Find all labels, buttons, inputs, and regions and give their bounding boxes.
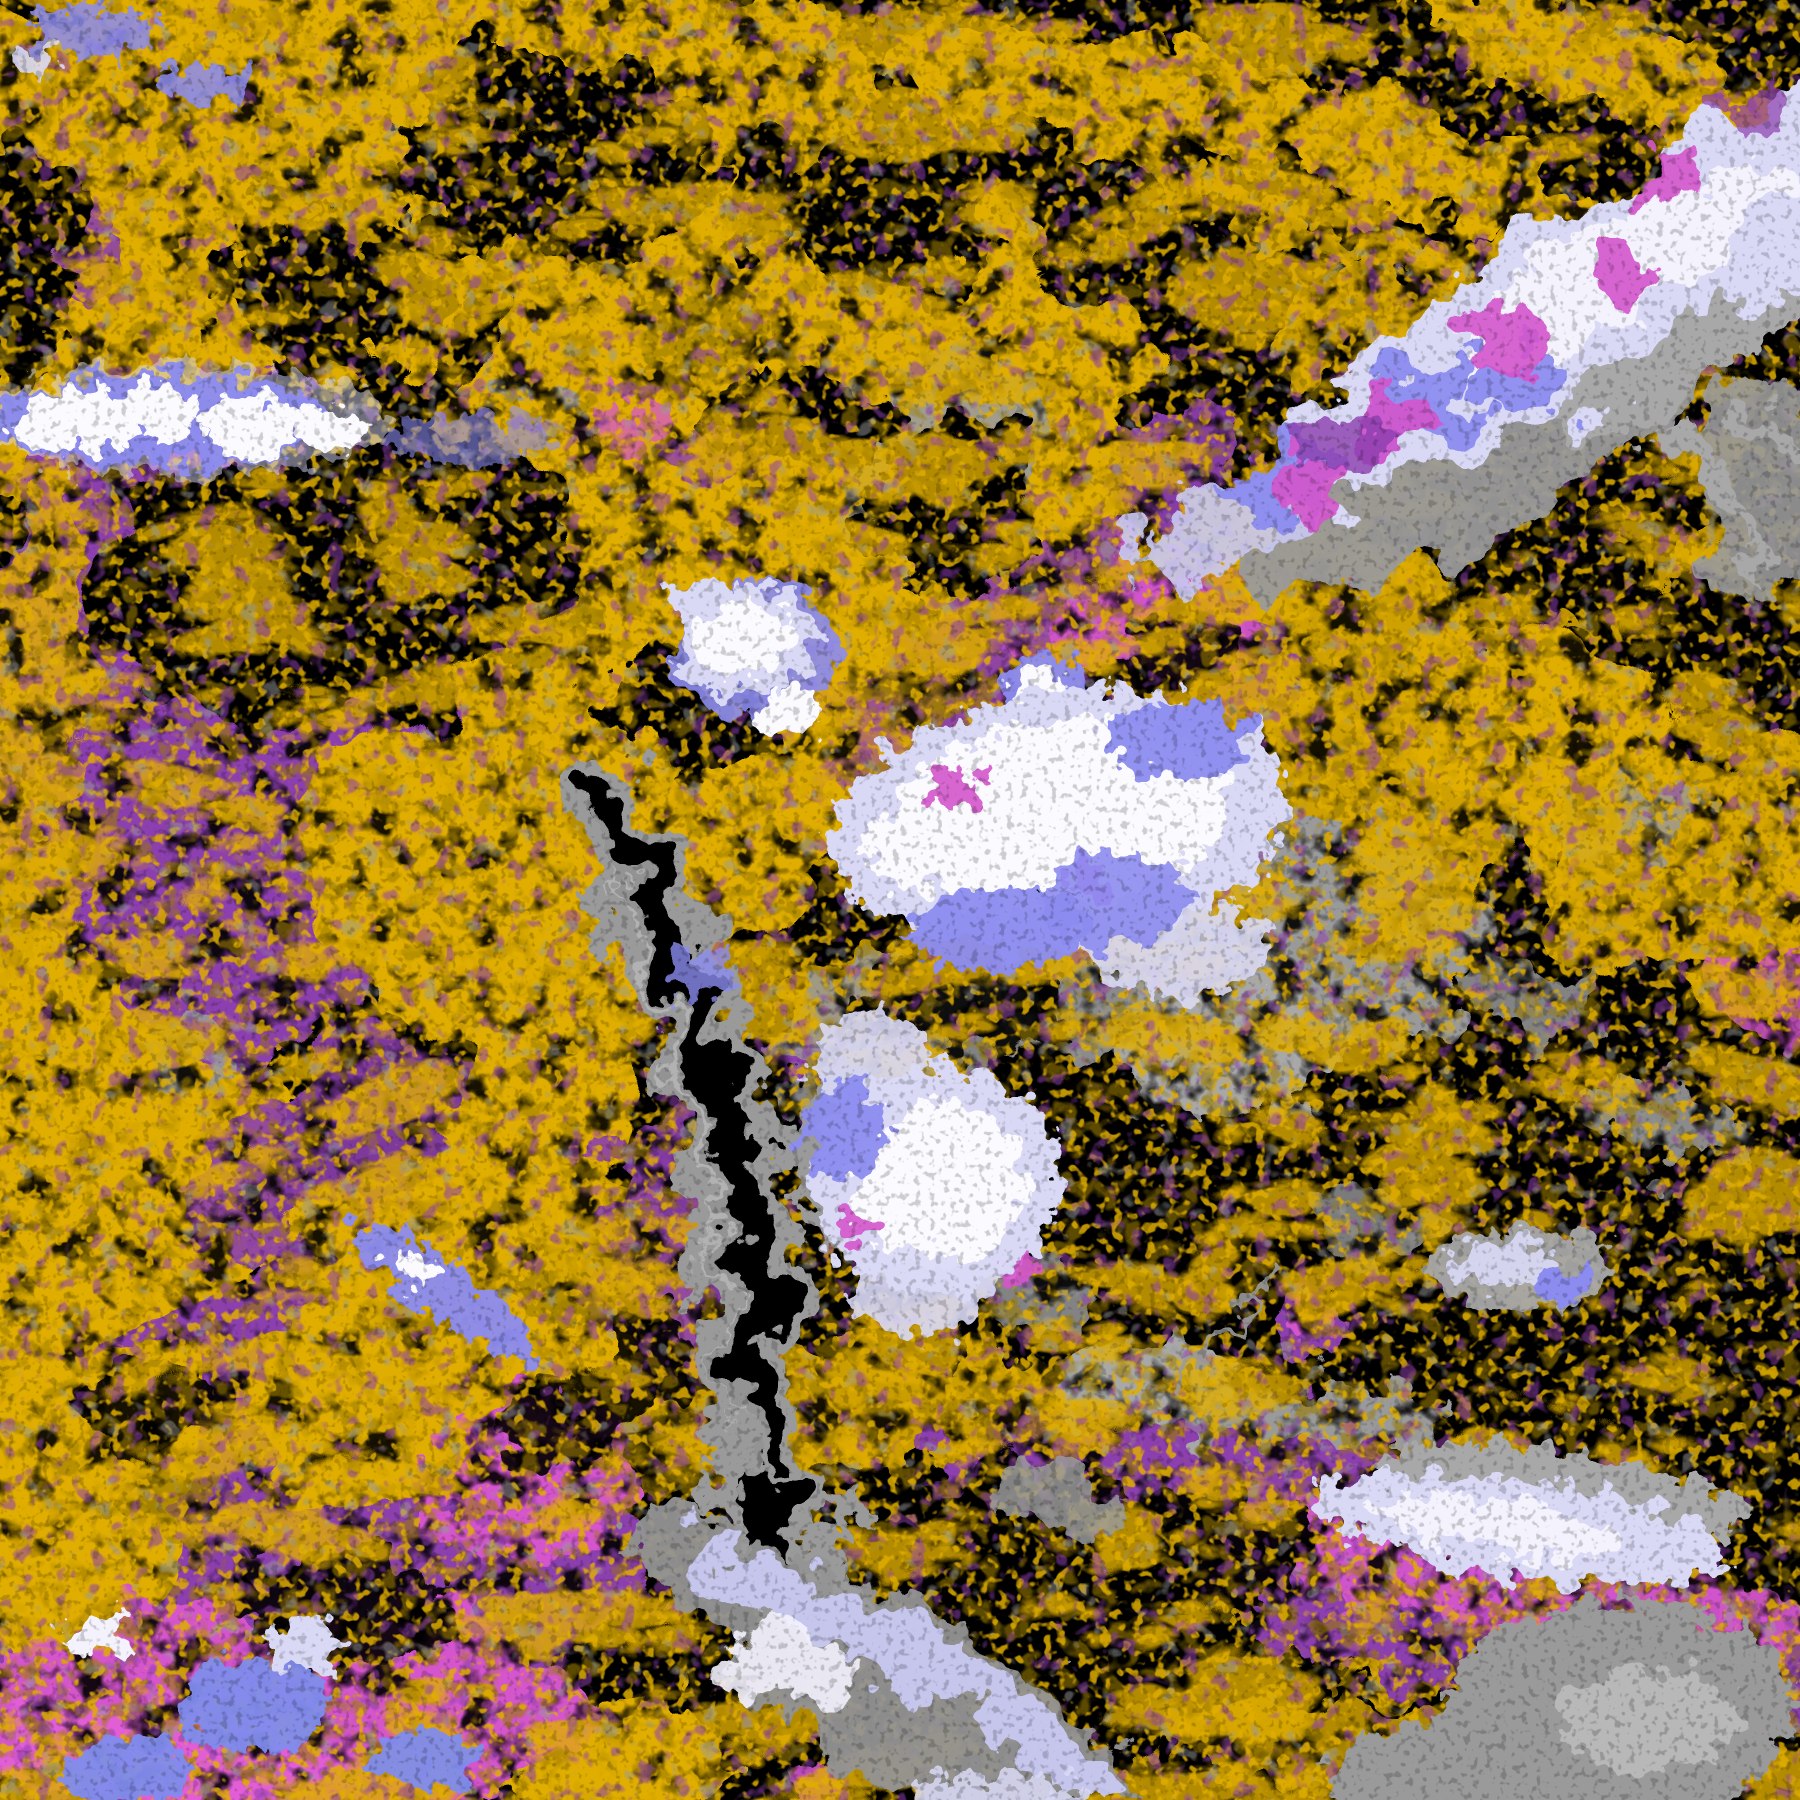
satellite-image <box>0 0 1800 1800</box>
noise-final-dither <box>0 0 1800 1800</box>
